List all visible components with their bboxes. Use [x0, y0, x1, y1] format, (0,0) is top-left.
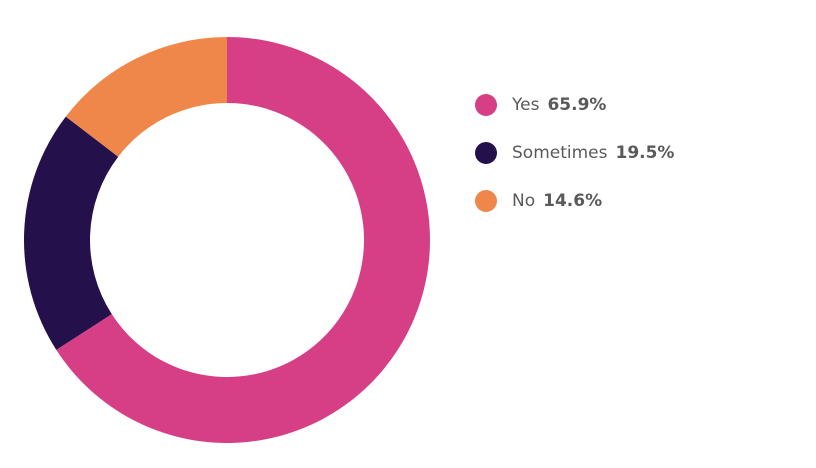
- legend-label: Yes: [511, 95, 540, 115]
- legend-marker: [475, 142, 497, 164]
- slice: [56, 37, 431, 443]
- value-label: 19.5%: [615, 143, 674, 163]
- slice: [24, 116, 119, 350]
- slice: [65, 37, 227, 157]
- legend-label: No: [512, 191, 535, 211]
- legend-marker: [475, 94, 497, 116]
- legend-marker: [475, 190, 497, 212]
- value-label: 65.9%: [547, 95, 606, 115]
- value-label: 14.6%: [543, 191, 602, 211]
- legend-label: Sometimes: [512, 143, 608, 163]
